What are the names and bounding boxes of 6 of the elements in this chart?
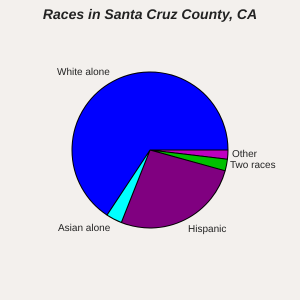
chart-title: Races in Santa Cruz County, CA — [42, 6, 258, 22]
slice-label: Hispanic — [188, 224, 226, 235]
slice-label: Asian alone — [58, 223, 111, 234]
slice-label: Two races — [230, 160, 276, 171]
slice-label: Other — [232, 149, 258, 160]
slice-label: White alone — [57, 67, 110, 78]
